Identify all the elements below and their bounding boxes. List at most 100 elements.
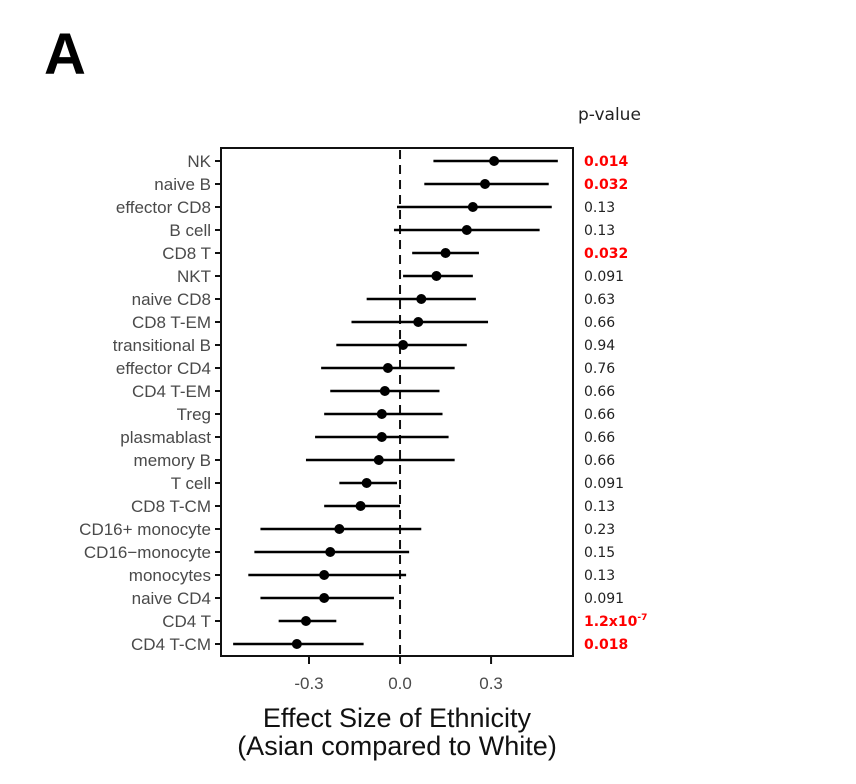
p-value: 0.13	[584, 200, 615, 216]
p-value: 0.13	[584, 568, 615, 584]
p-value-exponent: -7	[637, 613, 647, 623]
p-value: 0.091	[584, 476, 624, 492]
x-tick-label: -0.3	[294, 674, 323, 693]
point-estimate	[376, 432, 387, 442]
plot-border	[220, 147, 574, 657]
forest-row: NK 0.014	[187, 152, 628, 171]
p-value-text: 0.66	[584, 315, 615, 331]
forest-row: CD16−monocyte 0.15	[84, 543, 615, 562]
p-value: 0.66	[584, 407, 615, 423]
p-value-text: 0.091	[584, 591, 624, 607]
row-label: CD4 T-EM	[132, 382, 211, 401]
row-label: CD4 T-CM	[131, 635, 211, 654]
forest-row: naive B 0.032	[154, 175, 628, 194]
p-value-text: 0.13	[584, 200, 615, 216]
row-label: effector CD4	[116, 359, 211, 378]
row-label: CD8 T-EM	[132, 313, 211, 332]
forest-row: NKT 0.091	[177, 267, 624, 286]
panel-label: A	[44, 22, 86, 87]
p-value: 0.13	[584, 499, 615, 515]
p-value: 0.091	[584, 269, 624, 285]
point-estimate	[319, 570, 330, 580]
point-estimate	[361, 478, 372, 488]
p-value: 0.76	[584, 361, 615, 377]
x-tick-label: 0.0	[388, 674, 412, 693]
p-value-text: 0.018	[584, 637, 628, 653]
point-estimate	[376, 409, 387, 419]
row-label: NK	[187, 152, 211, 171]
point-estimate	[319, 593, 330, 603]
point-estimate	[398, 340, 409, 350]
point-estimate	[325, 547, 336, 557]
row-label: NKT	[177, 267, 211, 286]
p-value-text: 0.15	[584, 545, 615, 561]
forest-row: B cell 0.13	[169, 221, 615, 240]
point-estimate	[300, 616, 311, 626]
row-label: Treg	[177, 405, 211, 424]
p-value-text: 0.13	[584, 223, 615, 239]
p-value: 0.66	[584, 453, 615, 469]
p-value: 0.66	[584, 315, 615, 331]
forest-row: CD4 T 1.2x10-7	[162, 612, 647, 631]
forest-row: effector CD4 0.76	[116, 359, 615, 378]
p-value: 0.94	[584, 338, 615, 354]
point-estimate	[373, 455, 384, 465]
p-value-text: 0.76	[584, 361, 615, 377]
p-value-text: 0.032	[584, 246, 628, 262]
p-value-text: 0.13	[584, 499, 615, 515]
point-estimate	[334, 524, 345, 534]
forest-row: CD4 T-EM 0.66	[132, 382, 615, 401]
forest-row: CD8 T 0.032	[162, 244, 628, 263]
point-estimate	[431, 271, 442, 281]
x-tick-label: 0.3	[479, 674, 503, 693]
row-label: naive CD4	[132, 589, 211, 608]
point-estimate	[480, 179, 490, 189]
row-label: transitional B	[113, 336, 211, 355]
point-estimate	[355, 501, 366, 511]
forest-row: CD16+ monocyte 0.23	[79, 520, 615, 539]
forest-row: CD8 T-EM 0.66	[132, 313, 615, 332]
point-estimate	[413, 317, 424, 327]
p-value: 1.2x10-7	[584, 613, 647, 630]
p-value-text: 0.94	[584, 338, 615, 354]
row-label: CD16+ monocyte	[79, 520, 211, 539]
row-label: memory B	[134, 451, 211, 470]
row-label: CD8 T-CM	[131, 497, 211, 516]
p-value-text: 0.091	[584, 269, 624, 285]
row-label: naive CD8	[132, 290, 211, 309]
forest-row: naive CD8 0.63	[132, 290, 616, 309]
p-value: 0.13	[584, 223, 615, 239]
x-axis-title-line1: Effect Size of Ethnicity	[263, 703, 532, 733]
point-estimate	[379, 386, 390, 396]
p-value-text: 0.014	[584, 154, 629, 170]
point-estimate	[416, 294, 427, 304]
p-value: 0.23	[584, 522, 615, 538]
forest-row: naive CD4 0.091	[132, 589, 624, 608]
row-label: plasmablast	[120, 428, 211, 447]
p-value-text: 0.032	[584, 177, 628, 193]
row-label: monocytes	[129, 566, 211, 585]
p-value: 0.091	[584, 591, 624, 607]
p-value-text: 0.66	[584, 430, 615, 446]
rows-group: NK 0.014 naive B 0.032 effector CD8 0.13 B cel…	[79, 152, 647, 654]
p-value: 0.014	[584, 154, 629, 170]
forest-row: CD8 T-CM 0.13	[131, 497, 615, 516]
p-value-text: 0.63	[584, 292, 615, 308]
point-estimate	[382, 363, 393, 373]
p-value: 0.66	[584, 384, 615, 400]
p-value: 0.66	[584, 430, 615, 446]
p-value: 0.15	[584, 545, 615, 561]
forest-row: monocytes 0.13	[129, 566, 615, 585]
p-value: 0.032	[584, 246, 628, 262]
forest-row: memory B 0.66	[134, 451, 616, 470]
p-value: 0.63	[584, 292, 615, 308]
p-value: 0.032	[584, 177, 628, 193]
forest-row: T cell 0.091	[171, 474, 624, 493]
p-value-text: 0.091	[584, 476, 624, 492]
forest-row: effector CD8 0.13	[116, 198, 615, 217]
point-estimate	[489, 156, 500, 166]
p-value-text: 0.23	[584, 522, 615, 538]
p-value-text: 0.66	[584, 453, 615, 469]
row-label: CD4 T	[162, 612, 211, 631]
